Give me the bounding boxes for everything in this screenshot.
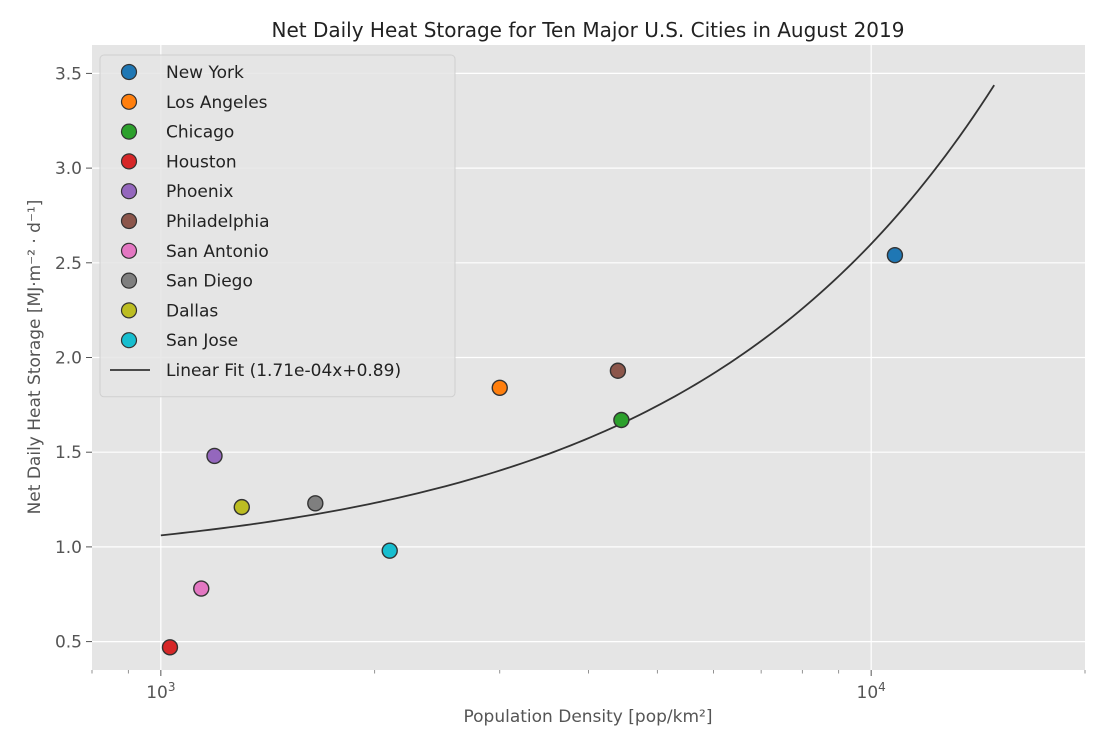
- y-ticks: 0.5 1.0 1.5 2.0 2.5 3.0 3.5: [55, 64, 92, 653]
- legend-marker: [120, 153, 138, 170]
- y-tick-label: 1.0: [55, 538, 82, 558]
- x-tick-label: 103: [146, 680, 175, 703]
- legend-marker: [120, 183, 138, 200]
- point-houston: [161, 639, 179, 656]
- y-tick-label: 2.0: [55, 349, 82, 369]
- point-san-diego: [307, 495, 324, 512]
- legend-label: New York: [166, 63, 244, 83]
- legend-marker: [120, 123, 138, 140]
- legend-label: San Jose: [166, 331, 238, 351]
- legend-marker: [120, 302, 138, 319]
- point-san-jose: [381, 542, 398, 559]
- legend-label: Phoenix: [166, 182, 233, 202]
- data-points: [161, 247, 904, 656]
- legend-marker: [120, 212, 138, 230]
- legend-marker: [120, 272, 138, 289]
- fit-line: [160, 84, 995, 537]
- point-los-angeles: [491, 379, 508, 397]
- x-tick-label: 104: [857, 680, 886, 703]
- x-axis-label: Population Density [pop/km²]: [464, 707, 713, 727]
- legend-marker: [120, 332, 138, 349]
- point-san-antonio: [193, 580, 210, 597]
- legend-label: San Antonio: [166, 242, 269, 262]
- y-tick-label: 2.5: [55, 254, 82, 274]
- legend-label: Dallas: [166, 301, 218, 321]
- y-tick-label: 3.5: [55, 64, 82, 84]
- legend: New York Los Angeles Chicago Houston Phoenix…: [99, 54, 456, 398]
- legend-label: Chicago: [166, 123, 234, 143]
- y-tick-label: 1.5: [55, 443, 82, 463]
- legend-marker: [120, 63, 138, 81]
- legend-label: Philadelphia: [166, 212, 270, 232]
- y-tick-label: 3.0: [55, 159, 82, 179]
- point-new-york: [886, 247, 904, 264]
- point-phoenix: [206, 447, 223, 465]
- y-axis-label: Net Daily Heat Storage [MJ·m⁻² · d⁻¹]: [25, 200, 45, 515]
- legend-label: Los Angeles: [166, 93, 268, 113]
- legend-marker: [120, 93, 138, 110]
- point-dallas: [233, 498, 250, 516]
- legend-marker: [120, 242, 138, 259]
- x-ticks: 103 104: [91, 670, 1086, 703]
- chart-title: Net Daily Heat Storage for Ten Major U.S…: [272, 18, 905, 42]
- y-tick-label: 0.5: [55, 633, 82, 653]
- legend-label: Houston: [166, 152, 237, 172]
- point-philadelphia: [609, 362, 627, 379]
- legend-label: San Diego: [166, 272, 253, 292]
- legend-frame: [99, 54, 456, 398]
- point-chicago: [613, 411, 630, 429]
- legend-label: Linear Fit (1.71e-04x+0.89): [166, 361, 401, 381]
